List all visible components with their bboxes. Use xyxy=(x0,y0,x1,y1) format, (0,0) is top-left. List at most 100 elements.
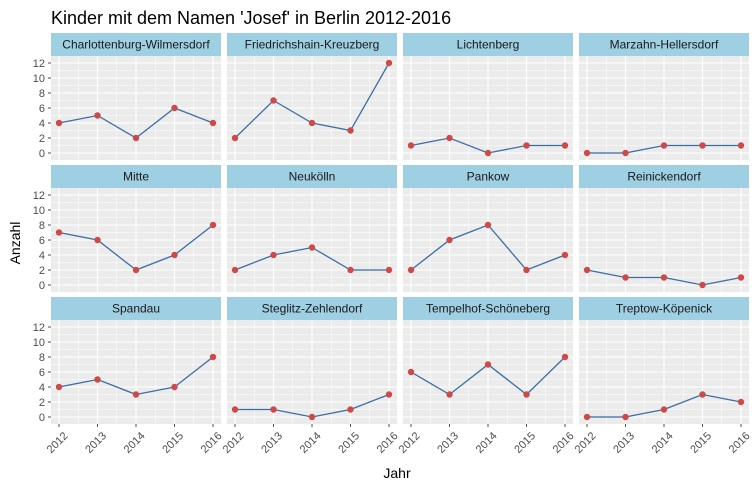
data-point xyxy=(446,236,453,244)
x-tick-label: 2014 xyxy=(298,430,324,456)
panel-strip xyxy=(51,33,221,56)
panel-strip xyxy=(51,297,221,320)
data-point xyxy=(660,406,668,413)
data-point xyxy=(561,251,569,259)
data-point xyxy=(132,266,140,274)
data-point xyxy=(209,353,217,361)
data-point xyxy=(737,142,745,149)
y-tick-label: 8 xyxy=(39,220,45,232)
data-point xyxy=(622,274,629,281)
panel-strip xyxy=(403,165,573,188)
panel-strip xyxy=(227,33,397,56)
data-point xyxy=(523,142,530,149)
data-point xyxy=(270,406,277,413)
panel: Neukölln xyxy=(227,165,397,292)
panel-strip-label: Neukölln xyxy=(289,170,336,184)
data-point xyxy=(171,251,178,259)
data-point xyxy=(385,266,393,274)
panel: Steglitz-Zehlendorf 2012 2013 2014 2015 2016 xyxy=(221,297,401,456)
panel: Friedrichshain-Kreuzberg xyxy=(227,33,397,160)
y-tick-label: 4 xyxy=(39,118,45,130)
x-tick-label: 2013 xyxy=(83,430,109,456)
y-tick-label: 12 xyxy=(33,322,45,334)
panel: Tempelhof-Schöneberg 2012 2013 2014 2015 2016 xyxy=(397,297,577,456)
panel-strip xyxy=(51,165,221,188)
chart-title: Kinder mit dem Namen 'Josef' in Berlin 2… xyxy=(51,8,451,28)
data-point xyxy=(308,413,316,421)
panel-strip-label: Spandau xyxy=(112,302,160,316)
data-point xyxy=(699,391,706,398)
data-point xyxy=(94,112,101,119)
panels-group: Charlottenburg-Wilmersdorf 0 2 4 6 8 10 12 Fried… xyxy=(33,33,753,456)
data-point xyxy=(209,221,217,229)
data-point xyxy=(523,266,530,274)
data-point xyxy=(484,149,492,157)
data-point xyxy=(132,134,140,142)
panel-strip xyxy=(579,297,749,320)
y-tick-label: 12 xyxy=(33,58,45,70)
y-tick-label: 10 xyxy=(33,205,45,217)
x-tick-label: 2014 xyxy=(650,430,676,456)
panel: Mitte 0 2 4 6 8 10 12 xyxy=(33,165,221,292)
data-point xyxy=(484,221,492,229)
x-tick-label: 2012 xyxy=(397,430,423,456)
panel-strip xyxy=(579,165,749,188)
data-point xyxy=(94,236,101,244)
data-point xyxy=(231,406,239,413)
data-point xyxy=(94,376,101,383)
x-tick-label: 2015 xyxy=(512,430,538,456)
data-point xyxy=(484,361,492,368)
data-point xyxy=(407,142,415,149)
data-point xyxy=(699,281,706,289)
data-point xyxy=(308,119,316,127)
data-point xyxy=(622,413,629,421)
y-tick-label: 8 xyxy=(39,88,45,100)
data-point xyxy=(660,274,668,281)
panel-strip xyxy=(579,33,749,56)
data-point xyxy=(347,266,354,274)
x-tick-label: 2013 xyxy=(611,430,637,456)
panel-strip-label: Mitte xyxy=(123,170,149,184)
x-tick-label: 2015 xyxy=(688,430,714,456)
data-point xyxy=(523,391,530,398)
data-point xyxy=(561,142,569,149)
x-tick-label: 2016 xyxy=(375,430,401,456)
panel-strip-label: Treptow-Köpenick xyxy=(616,302,713,316)
y-tick-label: 6 xyxy=(39,103,45,115)
panel: Charlottenburg-Wilmersdorf 0 2 4 6 8 10 12 xyxy=(33,33,221,160)
data-point xyxy=(446,134,453,142)
panel-strip-label: Reinickendorf xyxy=(627,170,701,184)
x-tick-label: 2016 xyxy=(551,430,577,456)
y-tick-label: 10 xyxy=(33,73,45,85)
x-tick-label: 2013 xyxy=(435,430,461,456)
panel-strip xyxy=(403,33,573,56)
y-tick-label: 10 xyxy=(33,337,45,349)
data-point xyxy=(583,149,591,157)
y-tick-label: 12 xyxy=(33,190,45,202)
x-tick-label: 2016 xyxy=(199,430,225,456)
panel-strip-label: Pankow xyxy=(467,170,510,184)
y-tick-label: 0 xyxy=(39,148,45,160)
data-point xyxy=(561,353,569,361)
data-point xyxy=(699,142,706,149)
y-tick-label: 6 xyxy=(39,235,45,247)
y-tick-label: 4 xyxy=(39,250,45,262)
data-point xyxy=(308,244,316,251)
panel: Treptow-Köpenick 2012 2013 2014 2015 2016 xyxy=(573,297,753,456)
data-point xyxy=(171,104,178,112)
data-point xyxy=(385,59,393,67)
panel-strip-label: Lichtenberg xyxy=(457,38,520,52)
data-point xyxy=(347,127,354,134)
y-tick-label: 6 xyxy=(39,367,45,379)
data-point xyxy=(385,391,393,398)
x-axis-title: Jahr xyxy=(383,465,411,481)
data-point xyxy=(583,413,591,421)
x-tick-label: 2014 xyxy=(474,430,500,456)
panel: Lichtenberg xyxy=(403,33,573,160)
x-tick-label: 2012 xyxy=(573,430,599,456)
y-tick-label: 0 xyxy=(39,280,45,292)
x-tick-label: 2014 xyxy=(122,430,148,456)
panel-strip-label: Marzahn-Hellersdorf xyxy=(610,38,719,52)
data-point xyxy=(622,149,629,157)
